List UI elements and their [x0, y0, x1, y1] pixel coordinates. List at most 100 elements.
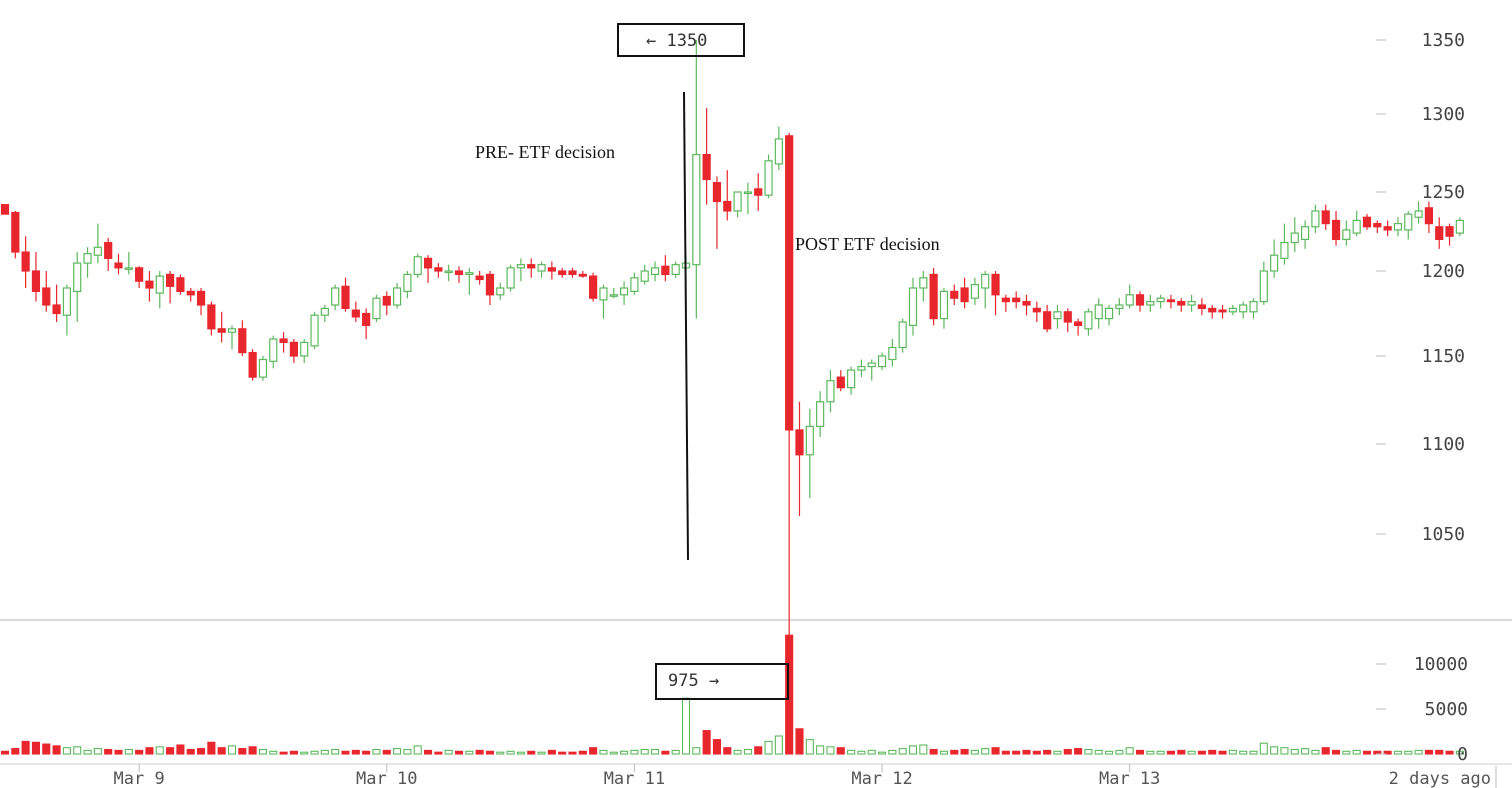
candle-body [1290, 232, 1299, 244]
candle-body [805, 425, 814, 456]
volume-bar [114, 749, 123, 755]
candle-body [888, 346, 897, 361]
candle-body [403, 273, 412, 292]
price-tick-label: 1350 [1422, 30, 1465, 51]
volume-bar [300, 751, 309, 755]
candle-body [1115, 304, 1124, 309]
volume-tick-label: 0 [1457, 744, 1468, 765]
volume-bar [1094, 749, 1103, 755]
volume-bar [1156, 750, 1165, 755]
volume-bar [1435, 749, 1444, 755]
volume-bar [620, 750, 629, 755]
volume-bar [609, 751, 618, 755]
volume-bar [1125, 747, 1134, 755]
candle-body [1063, 311, 1072, 323]
price-tick-label: 1200 [1422, 261, 1465, 282]
candle-body [661, 265, 670, 276]
candle-body [1352, 219, 1361, 234]
volume-bar [413, 745, 422, 755]
volume-bar [135, 749, 144, 755]
volume-bar [857, 750, 866, 755]
candle-body [42, 287, 51, 306]
volume-bar [1239, 750, 1248, 755]
candle-body [1001, 297, 1010, 303]
volume-bar [919, 744, 928, 755]
volume-bar [444, 749, 453, 755]
volume-bar [970, 749, 979, 755]
volume-bar [423, 749, 433, 755]
candle-body [826, 380, 835, 403]
candle-body [1424, 207, 1434, 225]
candle-body [392, 287, 402, 306]
volume-bar [1032, 750, 1041, 755]
candle-body [857, 365, 866, 371]
candle-body [1362, 216, 1372, 228]
candle-body [723, 200, 732, 212]
volume-bar [1445, 750, 1454, 755]
candle-body [196, 290, 206, 306]
volume-bar [1084, 748, 1093, 755]
volume-bar [1424, 749, 1433, 755]
candle-body [227, 328, 237, 333]
volume-bars [0, 634, 1464, 755]
candle-body [1228, 307, 1237, 313]
candle-body [1218, 309, 1227, 313]
candle-body [279, 338, 288, 343]
candle-body [836, 376, 845, 389]
candle-body [372, 297, 381, 320]
volume-bar [836, 747, 845, 755]
volume-bar [1228, 749, 1237, 755]
volume-bar [1218, 750, 1227, 755]
high-annotation-label: ← 1350 [646, 31, 707, 51]
candle-body [1311, 210, 1320, 228]
volume-bar [991, 747, 1000, 755]
candle-body [21, 251, 30, 272]
candle-body [1022, 301, 1031, 306]
candle-body [702, 153, 711, 181]
volume-bar [960, 748, 969, 755]
candle-body [310, 314, 319, 347]
candle-body [908, 287, 918, 327]
volume-tick-label: 10000 [1414, 654, 1468, 675]
grid-layer [0, 619, 1512, 765]
candle-body [124, 267, 133, 270]
volume-bar [981, 748, 990, 755]
volume-bar [1012, 750, 1021, 755]
candle-body [1393, 223, 1403, 231]
volume-bar [537, 751, 546, 755]
volume-bar [754, 746, 763, 755]
volume-bar [434, 751, 443, 755]
candle-body [1300, 226, 1310, 240]
candle-body [341, 285, 350, 309]
candle-body [217, 328, 226, 333]
volume-bar [196, 748, 206, 755]
volume-bar [238, 748, 247, 755]
candle-body [589, 275, 598, 299]
candle-body [919, 277, 928, 289]
volume-bar [485, 750, 495, 755]
volume-bar [217, 747, 226, 755]
date-tick-label: Mar 9 [114, 769, 165, 788]
volume-bar [465, 750, 474, 755]
volume-bar [186, 748, 195, 755]
axis-labels: 1050 1100 1150 1200 1250 1300 1350 0 5000 10000 Ma… [114, 30, 1497, 788]
candle-body [1032, 307, 1041, 313]
volume-bar [805, 739, 814, 755]
volume-bar [929, 748, 938, 755]
volume-bar [847, 749, 856, 755]
candle-body [496, 287, 505, 296]
candle-body [929, 273, 938, 320]
candle-body [1208, 307, 1217, 313]
volume-bar [671, 749, 680, 755]
volume-bar [1177, 749, 1186, 755]
candle-body [785, 135, 794, 431]
candle-body [269, 338, 278, 362]
volume-bar [393, 748, 402, 755]
volume-bar [743, 748, 752, 755]
price-tick-label: 1150 [1422, 346, 1465, 367]
candle-body [454, 270, 464, 275]
candle-body [1084, 311, 1093, 330]
candle-body [671, 264, 680, 275]
volume-bar [382, 749, 391, 755]
candle-body [52, 304, 61, 315]
